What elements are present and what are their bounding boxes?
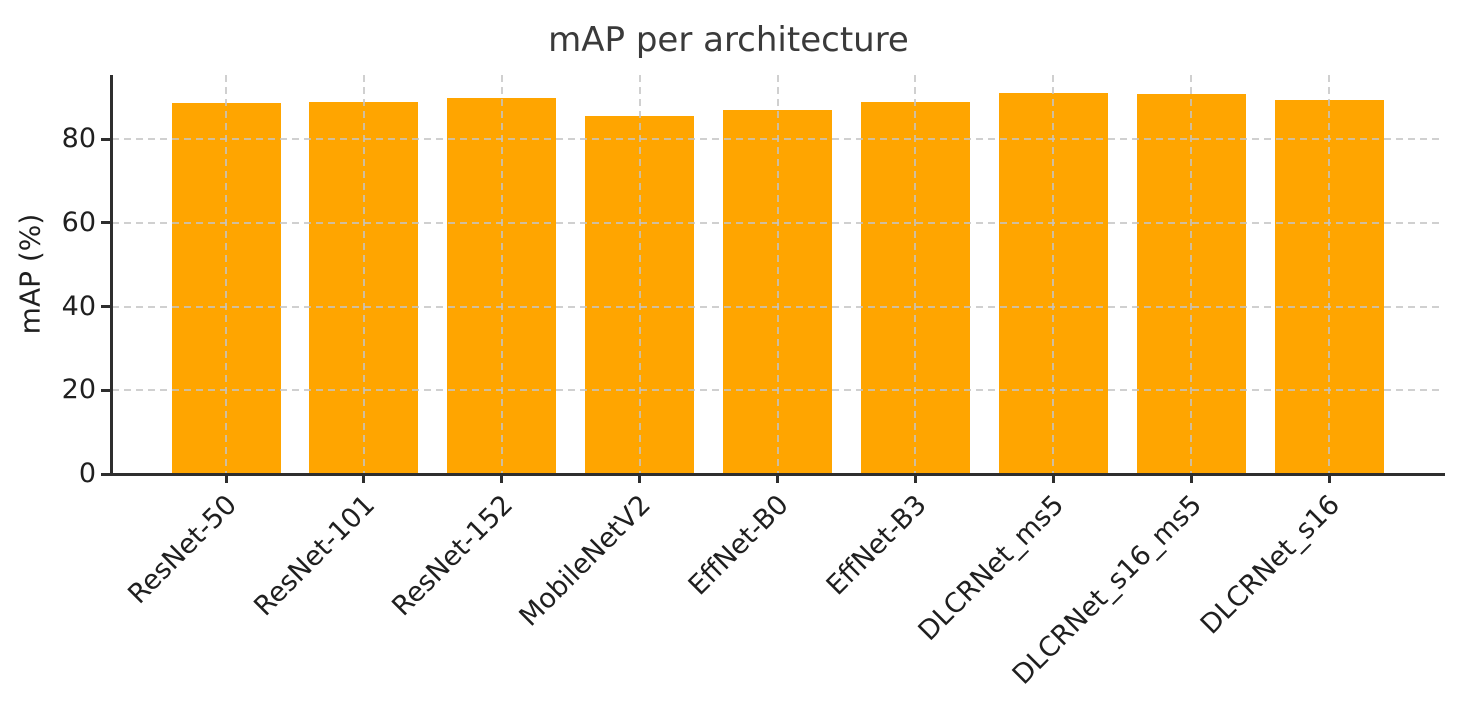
x-tick-label-ResNet-101: ResNet-101 [248,489,382,623]
y-tick-80 [101,137,111,141]
x-tick-label-DLCRNet_s16: DLCRNet_s16 [1195,489,1347,641]
x-tick-label-ResNet-152: ResNet-152 [386,489,519,623]
x-tick-ResNet-152 [500,474,504,483]
y-tick-60 [101,221,111,225]
x-tick-DLCRNet_s16 [1327,474,1331,483]
x-tick-label-EffNet-B0: EffNet-B0 [682,489,795,602]
x-tick-MobileNetV2 [638,474,642,483]
y-tick-label-20: 20 [61,374,96,406]
y-tick-20 [101,388,111,392]
y-tick-label-0: 0 [78,458,96,489]
x-tick-label-ResNet-50: ResNet-50 [122,489,244,611]
y-tick-40 [101,305,111,309]
x-tick-label-MobileNetV2: MobileNetV2 [513,489,657,633]
gridline-v-DLCRNet_ms5 [1052,75,1055,474]
gridline-v-ResNet-50 [225,75,227,474]
y-tick-0 [101,472,111,476]
y-tick-label-60: 60 [61,206,96,238]
y-axis-spine [110,75,113,476]
gridline-v-ResNet-101 [362,75,365,474]
x-tick-ResNet-101 [362,474,366,483]
x-tick-EffNet-B3 [913,474,917,483]
x-tick-EffNet-B0 [776,474,779,483]
gridline-v-EffNet-B0 [776,75,779,474]
plot-area: 0 20 40 60 80 ResNet-50 ResNet-101 ResNet-152 Mo… [62,75,1445,691]
x-tick-label-EffNet-B3: EffNet-B3 [820,489,933,602]
y-tick-label-80: 80 [61,123,96,155]
x-tick-DLCRNet_ms5 [1051,474,1055,483]
y-tick-label-40: 40 [61,290,96,322]
x-tick-DLCRNet_s16_ms5 [1189,474,1193,483]
chart-title: mAP per architecture [548,20,909,60]
x-tick-ResNet-50 [224,474,228,483]
gridline-v-DLCRNet_s16 [1328,75,1330,474]
x-tick-label-DLCRNet_ms5: DLCRNet_ms5 [912,489,1071,647]
gridline-v-DLCRNet_s16_ms5 [1190,75,1193,474]
gridline-v-MobileNetV2 [638,75,641,474]
gridline-v-EffNet-B3 [914,75,917,474]
gridline-v-ResNet-152 [500,75,503,474]
